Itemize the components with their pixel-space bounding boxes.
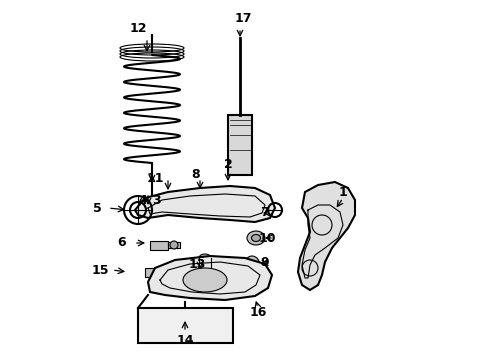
Text: 10: 10 xyxy=(258,231,276,244)
Ellipse shape xyxy=(199,254,211,262)
Ellipse shape xyxy=(244,256,260,276)
Text: 15: 15 xyxy=(91,264,109,276)
Ellipse shape xyxy=(199,263,211,271)
Text: 3: 3 xyxy=(152,194,160,207)
Text: 4: 4 xyxy=(139,194,147,207)
Bar xyxy=(165,269,177,275)
Text: 12: 12 xyxy=(129,22,147,35)
Ellipse shape xyxy=(183,268,227,292)
Circle shape xyxy=(170,241,178,249)
Polygon shape xyxy=(298,182,355,290)
Text: 16: 16 xyxy=(249,306,267,320)
Bar xyxy=(168,242,180,248)
Text: 14: 14 xyxy=(176,333,194,346)
Ellipse shape xyxy=(248,261,256,271)
Text: 8: 8 xyxy=(192,168,200,181)
Text: 17: 17 xyxy=(234,12,252,24)
Ellipse shape xyxy=(251,234,261,242)
Text: 9: 9 xyxy=(261,256,270,269)
Bar xyxy=(228,115,252,175)
Text: 13: 13 xyxy=(188,258,206,271)
Text: 7: 7 xyxy=(260,207,269,220)
Bar xyxy=(150,241,168,250)
Text: 6: 6 xyxy=(118,237,126,249)
Polygon shape xyxy=(148,256,272,300)
Bar xyxy=(138,308,233,343)
Text: 1: 1 xyxy=(339,185,347,198)
Bar xyxy=(145,268,165,277)
Text: 11: 11 xyxy=(146,171,164,184)
Ellipse shape xyxy=(247,231,265,245)
Polygon shape xyxy=(135,186,275,222)
Text: 5: 5 xyxy=(93,202,101,215)
Text: 2: 2 xyxy=(223,158,232,171)
